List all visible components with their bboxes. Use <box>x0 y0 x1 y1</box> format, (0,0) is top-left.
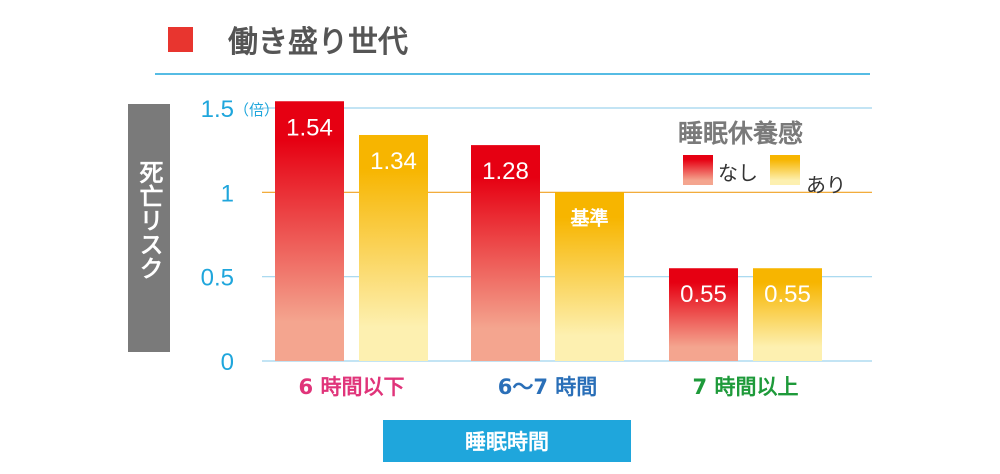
bar-ari-1 <box>555 192 624 361</box>
y-tick-label: 1.5 <box>201 96 234 123</box>
bar-data-label: 0.55 <box>764 281 811 308</box>
legend-swatch-nashi <box>683 155 713 185</box>
y-tick-label: 0.5 <box>201 265 234 292</box>
x-category-label: 6 時間以下 <box>299 375 405 399</box>
x-axis-label: 睡眠時間 <box>465 430 549 454</box>
legend-swatch-ari <box>770 155 800 185</box>
bar-ari-2 <box>753 268 822 361</box>
y-axis-label-box <box>128 104 170 352</box>
chart-title: 働き盛り世代 <box>227 25 408 60</box>
legend-label-ari: あり <box>806 173 846 197</box>
bar-nashi-1 <box>471 145 540 361</box>
bar-data-label: 1.54 <box>286 114 333 141</box>
bar-ari-0 <box>359 134 428 361</box>
x-category-label: 6〜7 時間 <box>498 375 598 399</box>
bar-data-label: 1.28 <box>482 158 529 185</box>
y-unit-label: （倍） <box>234 101 279 119</box>
x-axis-label-box <box>383 420 631 462</box>
x-category-label: 7 時間以上 <box>693 375 799 399</box>
bar-data-label: 0.55 <box>680 281 727 308</box>
bar-data-label: 1.34 <box>370 148 417 175</box>
y-tick-label: 1 <box>221 180 234 207</box>
y-axis-label: 死亡リスク <box>135 160 163 280</box>
legend-label-nashi: なし <box>718 161 758 185</box>
legend-title: 睡眠休養感 <box>678 119 803 148</box>
title-marker <box>168 27 193 52</box>
y-tick-label: 0 <box>221 349 234 376</box>
bar-data-label: 基準 <box>569 206 608 229</box>
bar-nashi-2 <box>669 268 738 361</box>
bar-nashi-0 <box>275 101 344 362</box>
